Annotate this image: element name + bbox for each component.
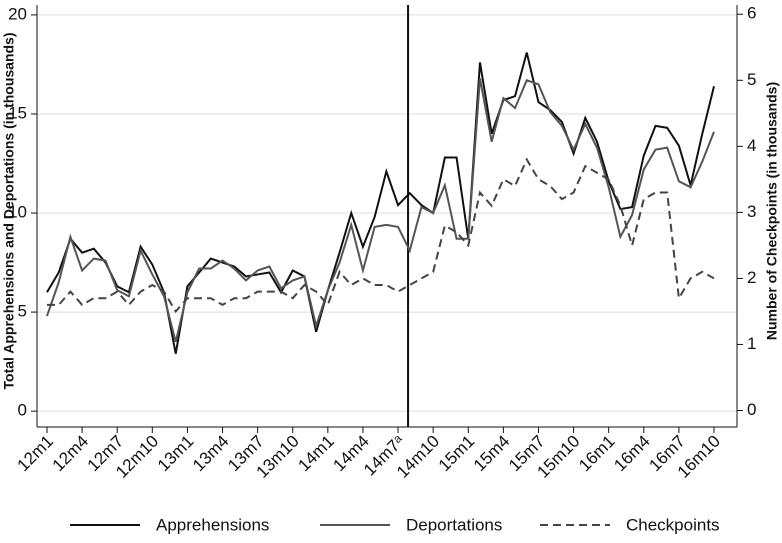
x-tick-label: 15m1 bbox=[435, 432, 479, 476]
y-axis-title: Total Apprehensions and Deportations (in… bbox=[1, 32, 17, 389]
y-tick-label: 0 bbox=[18, 401, 27, 420]
legend-label: Checkpoints bbox=[626, 515, 720, 534]
series-line bbox=[47, 157, 715, 314]
series-line bbox=[46, 78, 715, 343]
y2-tick-label: 3 bbox=[747, 202, 756, 221]
x-tick-label: 13m4 bbox=[189, 432, 233, 476]
y2-tick-label: 2 bbox=[747, 268, 756, 287]
y2-tick-label: 1 bbox=[747, 334, 756, 353]
y2-tick-label: 6 bbox=[747, 4, 756, 23]
y2-tick-label: 0 bbox=[747, 400, 756, 419]
y-tick-label: 15 bbox=[8, 103, 27, 122]
x-tick-label: 14m1 bbox=[294, 432, 338, 476]
y-tick-label: 10 bbox=[8, 203, 27, 222]
y2-tick-label: 5 bbox=[747, 70, 756, 89]
x-tick-label: 13m1 bbox=[154, 432, 198, 476]
x-tick-label: 15m4 bbox=[470, 432, 514, 476]
y2-tick-label: 4 bbox=[747, 136, 756, 155]
y-tick-label: 20 bbox=[8, 4, 27, 23]
y2-axis-title: Number of Checkpoints (in thousands) bbox=[764, 82, 780, 340]
series-line bbox=[46, 52, 715, 354]
legend-label: Deportations bbox=[406, 515, 502, 534]
y-tick-label: 5 bbox=[18, 302, 27, 321]
x-tick-label: 16m1 bbox=[575, 432, 619, 476]
x-tick-label: 16m4 bbox=[610, 432, 654, 476]
legend-label: Apprehensions bbox=[156, 515, 269, 534]
x-tick-label: 12m1 bbox=[13, 432, 57, 476]
x-tick-label: 12m4 bbox=[49, 432, 93, 476]
